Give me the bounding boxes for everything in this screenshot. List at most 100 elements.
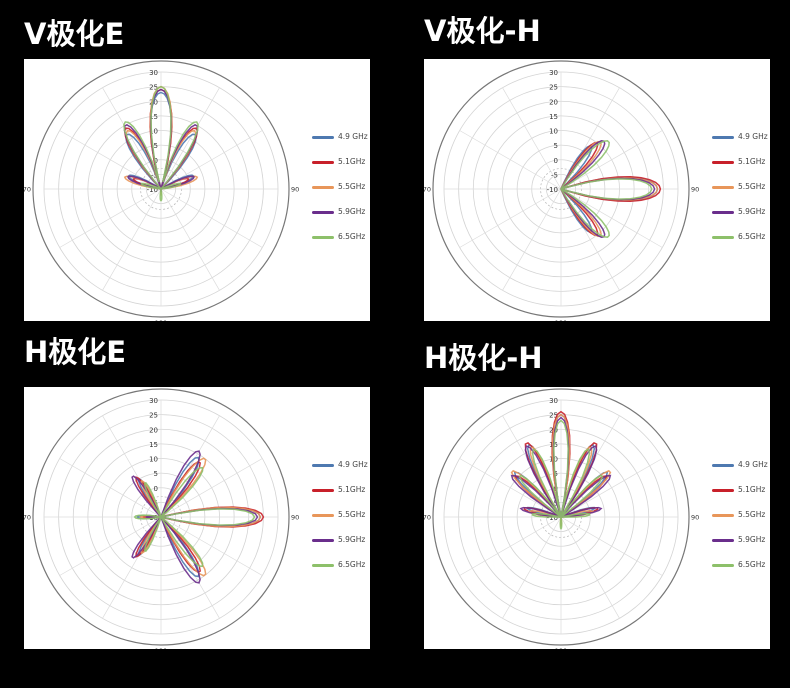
radial-tick-label: -5 xyxy=(551,171,558,179)
polar-spoke xyxy=(160,188,220,291)
legend-item: 5.5GHz xyxy=(712,509,772,521)
angle-label: 90 xyxy=(291,186,299,194)
polar-spoke xyxy=(459,188,562,248)
polar-spoke xyxy=(459,458,562,518)
pattern-series-line xyxy=(133,466,256,568)
legend-swatch xyxy=(712,564,734,567)
polar-spoke xyxy=(160,516,263,576)
polar-spoke xyxy=(560,458,663,518)
legend-swatch xyxy=(712,136,734,139)
polar-outer-ring xyxy=(432,60,690,318)
legend-swatch xyxy=(312,136,334,139)
panel-title-v-h: V极化-H xyxy=(424,14,541,48)
angle-label: 270 xyxy=(24,186,31,194)
legend-label: 5.1GHz xyxy=(738,485,766,494)
polar-spoke xyxy=(59,188,162,248)
polar-outer-ring xyxy=(32,60,290,318)
radial-tick-label: -10 xyxy=(147,186,158,194)
radial-tick-label: 20 xyxy=(549,98,558,106)
angle-label: 0 xyxy=(159,59,163,61)
pattern-series-line xyxy=(560,140,656,238)
polar-spoke xyxy=(102,87,162,190)
legend-item: 5.1GHz xyxy=(312,156,372,168)
radial-tick-label: 30 xyxy=(149,69,158,77)
legend-label: 5.5GHz xyxy=(738,182,766,191)
legend-item: 4.9 GHz xyxy=(712,459,772,471)
legend-item: 4.9 GHz xyxy=(712,131,772,143)
radial-tick-label: 0 xyxy=(554,157,558,165)
polar-outer-ring xyxy=(432,388,690,646)
radial-tick-label: 5 xyxy=(554,470,558,478)
legend-swatch xyxy=(312,514,334,517)
legend-item: 5.5GHz xyxy=(312,181,372,193)
pattern-series-line xyxy=(518,419,604,531)
legend-item: 5.5GHz xyxy=(712,181,772,193)
polar-spoke xyxy=(560,130,663,190)
legend-item: 5.1GHz xyxy=(712,156,772,168)
legend-label: 4.9 GHz xyxy=(338,460,368,469)
legend-swatch xyxy=(312,236,334,239)
legend-item: 5.1GHz xyxy=(312,484,372,496)
angle-label: 0 xyxy=(559,59,563,61)
legend-swatch xyxy=(312,161,334,164)
radial-tick-label: -5 xyxy=(151,171,158,179)
angle-label: 0 xyxy=(159,387,163,389)
radial-tick-label: 30 xyxy=(149,397,158,405)
polar-spoke xyxy=(160,458,263,518)
legend-label: 4.9 GHz xyxy=(738,460,768,469)
legend-swatch xyxy=(712,211,734,214)
polar-spoke xyxy=(102,188,162,291)
radial-tick-label: 15 xyxy=(549,113,558,121)
polar-spoke xyxy=(560,188,663,248)
radial-tick-label: 25 xyxy=(149,412,158,420)
polar-spoke xyxy=(160,87,220,190)
legend-swatch xyxy=(712,236,734,239)
radial-tick-label: 15 xyxy=(149,113,158,121)
angle-label: 90 xyxy=(691,514,699,522)
legend-swatch xyxy=(312,539,334,542)
legend-label: 6.5GHz xyxy=(338,232,366,241)
radial-tick-label: 30 xyxy=(549,69,558,77)
legend-swatch xyxy=(712,539,734,542)
angle-label: 270 xyxy=(24,514,31,522)
radial-tick-label: 5 xyxy=(154,470,158,478)
radial-tick-label: 25 xyxy=(549,84,558,92)
polar-spoke xyxy=(459,516,562,576)
legend-item: 5.9GHz xyxy=(712,206,772,218)
legend-label: 5.1GHz xyxy=(338,485,366,494)
legend-label: 4.9 GHz xyxy=(738,132,768,141)
legend-item: 5.9GHz xyxy=(312,534,372,546)
legend-label: 5.9GHz xyxy=(738,207,766,216)
radial-tick-label: -10 xyxy=(547,186,558,194)
polar-spoke xyxy=(560,516,620,619)
angle-label: 180 xyxy=(555,647,567,649)
angle-label: 180 xyxy=(555,319,567,321)
legend-swatch xyxy=(312,564,334,567)
polar-spoke xyxy=(160,188,263,248)
polar-outer-ring xyxy=(32,388,290,646)
legend-item: 6.5GHz xyxy=(312,231,372,243)
radial-tick-label: 25 xyxy=(549,412,558,420)
legend-swatch xyxy=(712,186,734,189)
angle-label: 180 xyxy=(155,319,167,321)
radial-tick-label: 10 xyxy=(549,128,558,136)
angle-label: 0 xyxy=(559,387,563,389)
legend-swatch xyxy=(712,514,734,517)
legend-item: 5.5GHz xyxy=(312,509,372,521)
legend-label: 4.9 GHz xyxy=(338,132,368,141)
legend-item: 6.5GHz xyxy=(712,231,772,243)
radial-tick-label: 0 xyxy=(154,157,158,165)
angle-label: 180 xyxy=(155,647,167,649)
legend-label: 5.5GHz xyxy=(738,510,766,519)
legend-label: 5.1GHz xyxy=(338,157,366,166)
radial-tick-label: 10 xyxy=(149,128,158,136)
legend-item: 5.1GHz xyxy=(712,484,772,496)
legend-label: 5.5GHz xyxy=(338,182,366,191)
radial-tick-label: 10 xyxy=(149,456,158,464)
legend-label: 6.5GHz xyxy=(338,560,366,569)
